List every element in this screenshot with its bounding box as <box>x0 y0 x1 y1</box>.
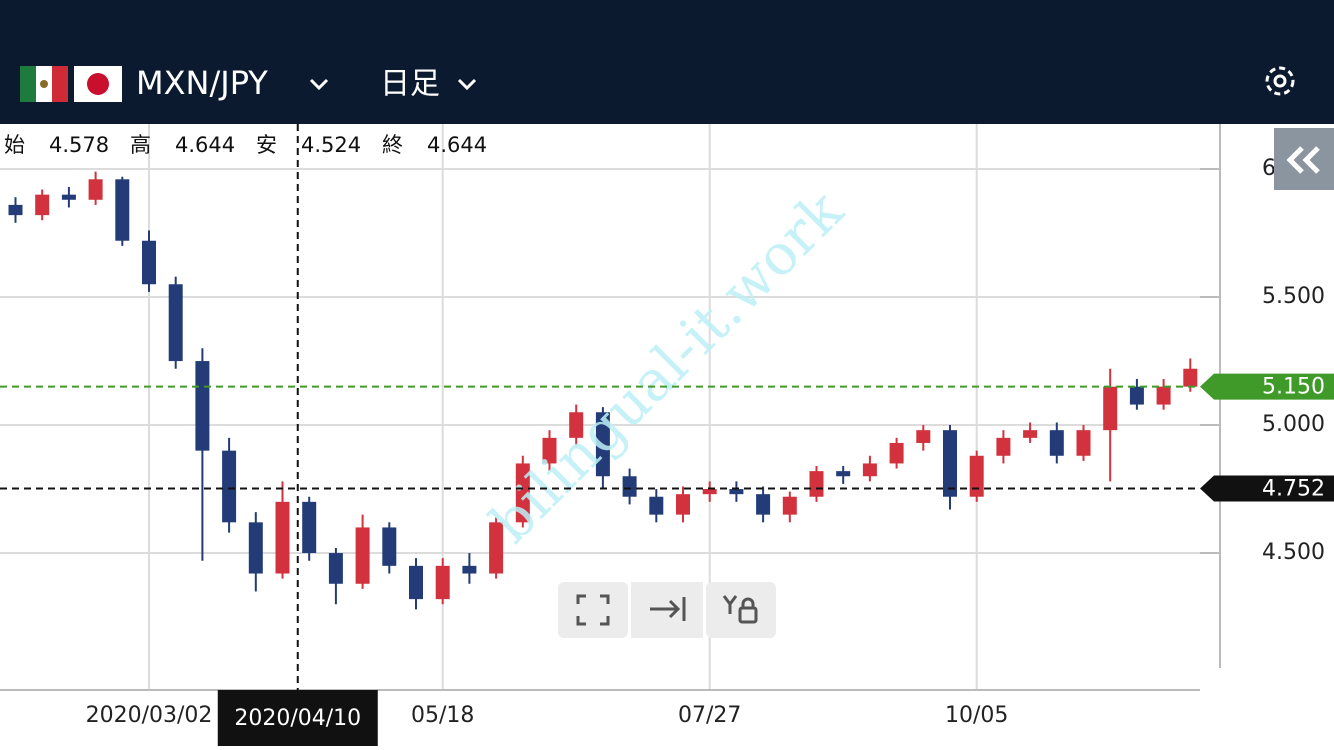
candle-body <box>302 501 317 554</box>
watermark: bilingual-it.work <box>479 178 857 556</box>
candle-body <box>1049 430 1064 456</box>
candle-body <box>702 489 717 495</box>
candle-body <box>569 412 584 438</box>
current-price-label: 5.150 <box>1262 375 1325 400</box>
y-tick-label: 5.000 <box>1262 412 1325 437</box>
japan-flag <box>74 66 122 102</box>
candle-body <box>1129 386 1144 405</box>
fit-button[interactable] <box>558 582 628 638</box>
candle-body <box>969 455 984 497</box>
candle-body <box>836 471 851 477</box>
ohlc-label: 安 <box>256 133 277 157</box>
candle-body <box>1156 386 1171 405</box>
candle-body <box>996 437 1011 456</box>
settings-button[interactable] <box>1265 66 1295 96</box>
candle-body <box>168 284 183 362</box>
candle-body <box>382 527 397 566</box>
currency-pair[interactable]: MXN/JPY <box>136 64 268 102</box>
candle-body <box>649 496 664 515</box>
candle-body <box>61 194 76 200</box>
candle-body <box>1103 386 1118 431</box>
candle-body <box>35 194 50 216</box>
timeframe[interactable]: 日足 <box>380 67 440 102</box>
candle-body <box>729 489 744 495</box>
candle-body <box>676 494 690 515</box>
candle-body <box>409 565 423 600</box>
ohlc-value: 4.644 <box>175 133 235 157</box>
y-tick-label: 5.500 <box>1262 284 1325 309</box>
candle-body <box>435 565 450 600</box>
ohlc-value: 4.578 <box>49 133 109 157</box>
timeframe-dropdown[interactable] <box>457 78 477 91</box>
candle-body <box>916 430 931 443</box>
candle-body <box>462 565 477 574</box>
candle-body <box>542 437 557 464</box>
candle-body <box>782 496 797 515</box>
candle-body <box>8 204 23 216</box>
candle-body <box>142 240 156 285</box>
crosshair-date-label: 2020/04/10 <box>234 706 361 731</box>
candle-body <box>943 430 957 497</box>
mexico-flag <box>20 66 68 102</box>
y-axis-panel <box>1200 124 1334 750</box>
candle-body <box>809 471 824 497</box>
pair-dropdown[interactable] <box>309 78 329 91</box>
candle-body <box>115 179 130 241</box>
candle-body <box>595 412 610 477</box>
ohlc-value: 4.644 <box>427 133 487 157</box>
candle-body <box>275 501 290 574</box>
candle-body <box>515 463 530 523</box>
x-tick-label: 2020/03/02 <box>86 703 213 728</box>
chart-tools <box>558 582 776 638</box>
candle-body <box>756 494 771 515</box>
x-tick-label: 10/05 <box>945 703 1008 728</box>
collapse-icon <box>1286 146 1320 174</box>
candle-body <box>889 442 904 464</box>
candle-body <box>1023 430 1038 438</box>
ohlc-value: 4.524 <box>301 133 361 157</box>
candle-body <box>328 553 343 584</box>
header-bar <box>0 0 1334 124</box>
x-tick-label: 05/18 <box>411 703 474 728</box>
candle-body <box>622 476 637 497</box>
candle-body <box>489 522 504 574</box>
crosshair-date-tag <box>217 690 378 746</box>
candle-body <box>1076 430 1091 456</box>
ohlc-label: 高 <box>130 133 151 157</box>
crosshair-price-tag <box>1200 475 1334 502</box>
candle-body <box>195 361 210 451</box>
y-tick-label: 4.500 <box>1262 540 1325 565</box>
candle-body <box>1183 368 1198 387</box>
candle-body <box>222 450 237 523</box>
ohlc-label: 始 <box>4 133 25 157</box>
crosshair-price-label: 4.752 <box>1262 477 1325 502</box>
candle-body <box>88 179 103 200</box>
x-tick-label: 07/27 <box>678 703 741 728</box>
current-price-tag <box>1200 373 1334 400</box>
candle-body <box>355 527 370 584</box>
ohlc-label: 終 <box>382 133 403 157</box>
candle-body <box>248 522 263 574</box>
candle-body <box>862 463 877 477</box>
